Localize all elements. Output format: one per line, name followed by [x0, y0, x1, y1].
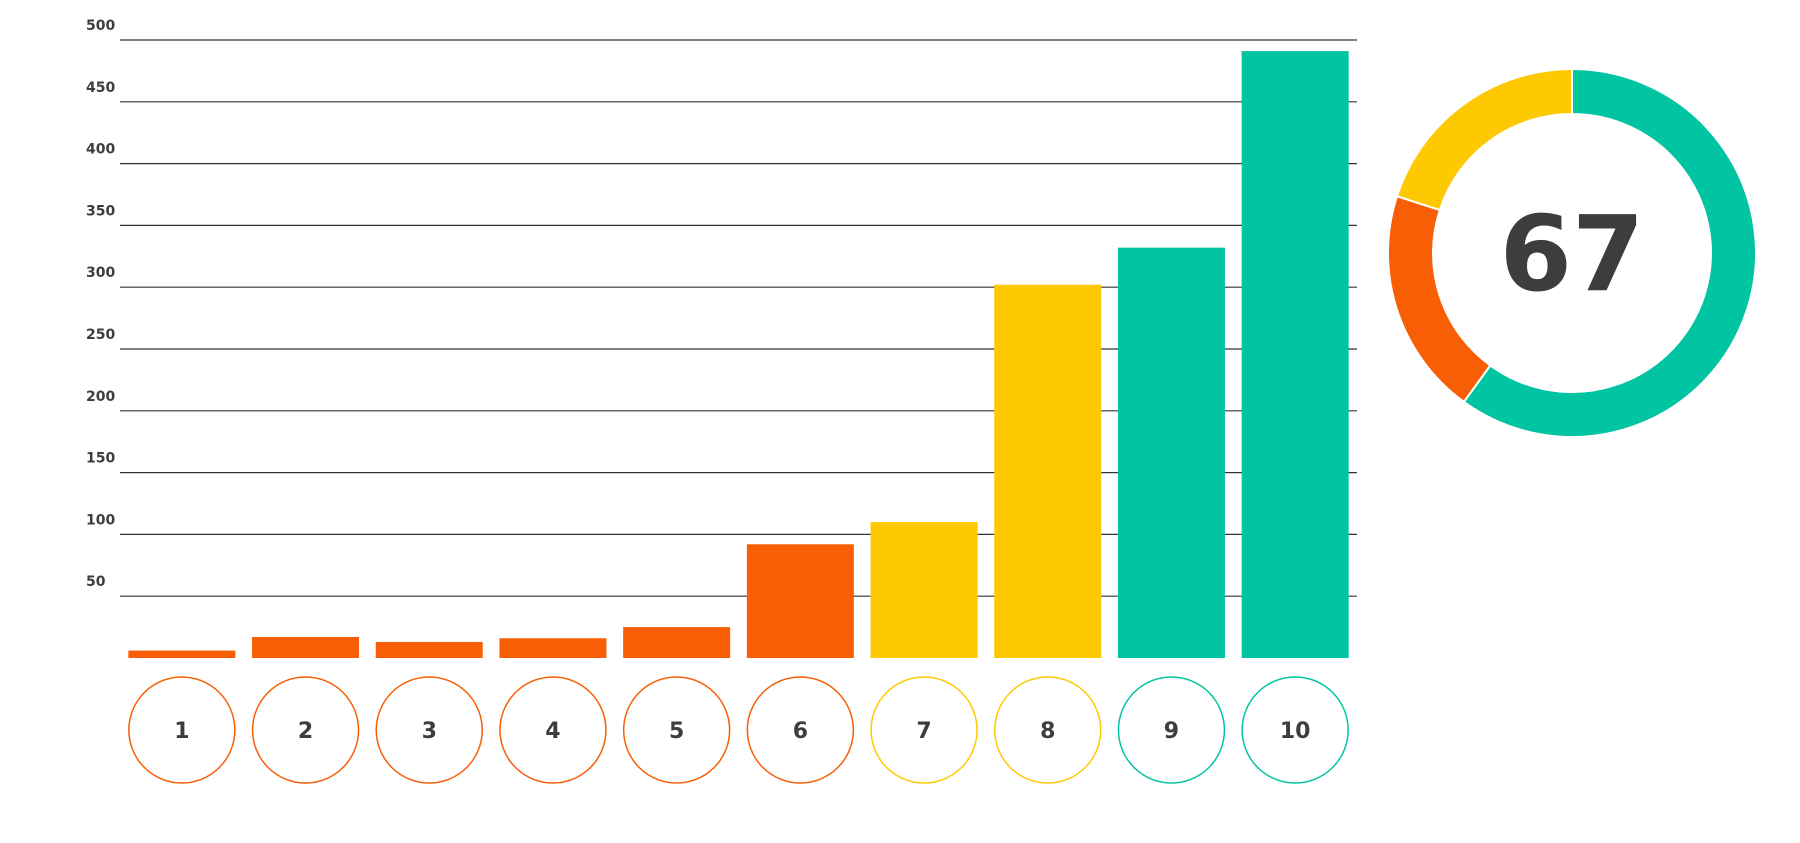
donut-slice: [1462, 67, 1757, 438]
y-tick-label: 350: [86, 203, 115, 219]
bar: [499, 638, 607, 658]
donut-chart: 67: [1387, 67, 1757, 438]
x-tick-label: 9: [1164, 719, 1179, 744]
y-tick-label: 500: [86, 18, 115, 34]
x-tick-label: 4: [545, 719, 560, 744]
y-tick-label: 450: [86, 80, 115, 96]
category-circle: [1117, 676, 1226, 784]
category-circle: [251, 676, 360, 784]
category-circle: [622, 676, 731, 784]
category-circle: [994, 676, 1102, 784]
x-tick-label: 1: [174, 719, 189, 744]
category-circle: [746, 676, 855, 784]
bar: [870, 522, 978, 658]
bars: [128, 51, 1349, 658]
bar: [994, 284, 1102, 658]
bar: [375, 641, 483, 658]
x-tick-label: 2: [298, 719, 313, 744]
bar: [1241, 51, 1349, 658]
y-tick-label: 50: [86, 574, 106, 590]
category-circle: [375, 676, 483, 784]
y-tick-label: 300: [86, 265, 115, 281]
x-tick-label: 7: [916, 719, 931, 744]
y-tick-label: 100: [86, 512, 115, 528]
y-axis-ticks: 50 100 150 200 250 300 350 400 450 500: [86, 18, 115, 590]
x-tick-label: 5: [669, 719, 684, 744]
bar: [252, 636, 360, 658]
bar: [623, 627, 731, 658]
donut-slice: [1395, 67, 1573, 212]
donut-slice: [1387, 194, 1492, 404]
category-circle: [128, 676, 236, 784]
category-circle: [1241, 676, 1349, 784]
category-circle: [499, 676, 607, 784]
x-tick-label: 6: [793, 719, 808, 744]
x-tick-label: 10: [1280, 719, 1311, 744]
bar: [746, 544, 854, 658]
gridlines: [120, 39, 1357, 597]
bar: [1117, 247, 1225, 658]
y-tick-label: 250: [86, 327, 115, 343]
x-tick-label: 8: [1040, 719, 1055, 744]
bar: [128, 650, 236, 658]
x-axis-category-circles: 1 2 3 4 5 6 7 8 9 10: [128, 676, 1349, 784]
y-tick-label: 400: [86, 142, 115, 158]
category-circle: [870, 676, 978, 784]
y-tick-label: 150: [86, 451, 115, 467]
x-tick-label: 3: [422, 719, 437, 744]
donut-center-label: 67: [1500, 193, 1645, 315]
y-tick-label: 200: [86, 389, 115, 405]
